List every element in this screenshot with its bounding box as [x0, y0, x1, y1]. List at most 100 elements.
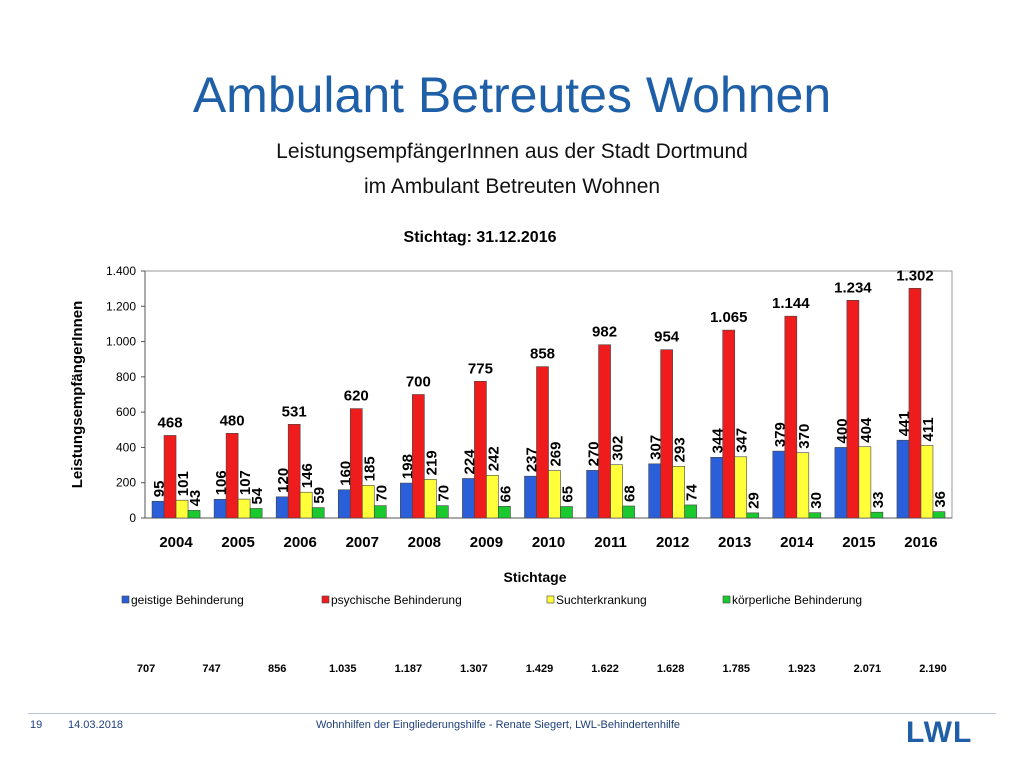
data-label: 954 — [654, 329, 680, 346]
data-label: 302 — [610, 436, 627, 461]
total-label: 1.622 — [591, 663, 619, 675]
data-label: 185 — [361, 456, 378, 481]
data-label: 982 — [592, 324, 617, 341]
legend-swatch — [121, 595, 130, 604]
data-label: 1.065 — [710, 309, 748, 326]
x-tick-label: 2005 — [221, 534, 254, 551]
bar-suchterkrankung-2008 — [424, 479, 437, 519]
data-label: 101 — [175, 471, 192, 496]
x-tick-label: 2006 — [284, 534, 317, 551]
bar-psychische-2004 — [163, 435, 177, 519]
bar-geistige-2014 — [772, 450, 786, 519]
data-label: 65 — [560, 486, 577, 503]
bar-körperliche-2016 — [932, 511, 946, 519]
x-axis-label: Stichtage — [503, 569, 566, 585]
data-label: 293 — [672, 437, 689, 462]
bar-psychische-2015 — [846, 299, 860, 519]
bar-geistige-2008 — [400, 482, 413, 519]
data-label: 219 — [423, 450, 440, 475]
bar-körperliche-2011 — [622, 505, 635, 519]
bar-geistige-2004 — [151, 500, 165, 519]
data-label: 269 — [548, 442, 565, 467]
data-label: 242 — [485, 446, 502, 471]
page-title: Ambulant Betreutes Wohnen — [192, 67, 832, 123]
total-label: 856 — [268, 663, 286, 675]
bar-geistige-2009 — [462, 478, 475, 519]
legend-label: psychische Behinderung — [331, 593, 462, 607]
bar-suchterkrankung-2014 — [796, 452, 810, 519]
total-label: 1.923 — [788, 663, 816, 675]
bar-geistige-2015 — [834, 447, 848, 519]
bar-geistige-2012 — [648, 463, 661, 519]
legend-label: Suchterkrankung — [556, 593, 647, 607]
total-label: 747 — [202, 663, 220, 675]
bar-körperliche-2013 — [746, 512, 760, 519]
bar-psychische-2009 — [474, 380, 487, 519]
x-tick-label: 2011 — [594, 534, 627, 551]
lwl-logo: LWL — [906, 716, 973, 749]
x-tick-label: 2004 — [159, 534, 193, 551]
bar-suchterkrankung-2016 — [920, 445, 934, 519]
data-label: 370 — [796, 424, 813, 449]
data-label: 33 — [870, 491, 887, 508]
bar-körperliche-2006 — [311, 507, 325, 519]
y-tick-label: 1.000 — [106, 335, 136, 349]
y-tick-label: 200 — [116, 476, 136, 490]
data-label: 700 — [406, 374, 431, 391]
legend-swatch — [722, 595, 731, 604]
bar-körperliche-2004 — [187, 510, 201, 519]
data-label: 1.144 — [772, 295, 810, 312]
bar-suchterkrankung-2004 — [175, 499, 189, 519]
y-tick-label: 1.200 — [106, 299, 136, 313]
bar-körperliche-2008 — [436, 505, 449, 519]
total-label: 1.785 — [722, 663, 750, 675]
bar-psychische-2010 — [536, 366, 549, 519]
footer-date: 14.03.2018 — [68, 719, 124, 731]
x-tick-label: 2016 — [904, 534, 937, 551]
bar-suchterkrankung-2007 — [361, 485, 375, 519]
y-tick-label: 1.400 — [106, 264, 136, 278]
x-tick-label: 2010 — [532, 534, 565, 551]
data-label: 775 — [468, 360, 493, 377]
bar-psychische-2005 — [225, 433, 239, 519]
data-label: 74 — [684, 484, 701, 501]
data-label: 1.302 — [896, 267, 934, 284]
bar-psychische-2008 — [412, 394, 425, 519]
data-label: 70 — [373, 485, 390, 502]
data-label: 29 — [746, 492, 763, 509]
bar-psychische-2011 — [598, 344, 611, 519]
y-tick-label: 800 — [116, 370, 136, 384]
bar-geistige-2006 — [275, 496, 289, 519]
data-label: 70 — [435, 485, 452, 502]
bar-psychische-2012 — [660, 349, 673, 519]
total-label: 1.187 — [395, 663, 423, 675]
bar-geistige-2011 — [586, 470, 599, 519]
bar-körperliche-2009 — [498, 506, 511, 519]
data-label: 30 — [808, 492, 825, 509]
x-tick-label: 2012 — [656, 534, 689, 551]
bar-suchterkrankung-2006 — [299, 491, 313, 519]
total-label: 1.307 — [460, 663, 488, 675]
data-label: 480 — [220, 412, 245, 429]
footer-divider — [28, 713, 996, 714]
data-label: 531 — [282, 403, 307, 420]
bar-geistige-2005 — [213, 498, 227, 519]
total-label: 1.429 — [526, 663, 554, 675]
data-label: 404 — [858, 417, 875, 443]
legend-swatch — [546, 595, 555, 604]
data-label: 620 — [344, 388, 369, 405]
data-label: 146 — [299, 463, 316, 488]
y-tick-label: 0 — [129, 511, 136, 525]
total-label: 707 — [137, 663, 155, 675]
bar-suchterkrankung-2013 — [734, 456, 748, 519]
legend-label: geistige Behinderung — [131, 593, 244, 607]
data-label: 468 — [158, 414, 183, 431]
bar-suchterkrankung-2009 — [486, 475, 499, 519]
y-tick-label: 600 — [116, 405, 136, 419]
subtitle-line-1: LeistungsempfängerInnen aus der Stadt Do… — [276, 140, 748, 163]
bar-psychische-2014 — [784, 315, 798, 519]
bar-körperliche-2007 — [373, 505, 387, 519]
data-label: 858 — [530, 346, 555, 363]
data-label: 107 — [237, 470, 254, 495]
x-tick-label: 2009 — [470, 534, 503, 551]
